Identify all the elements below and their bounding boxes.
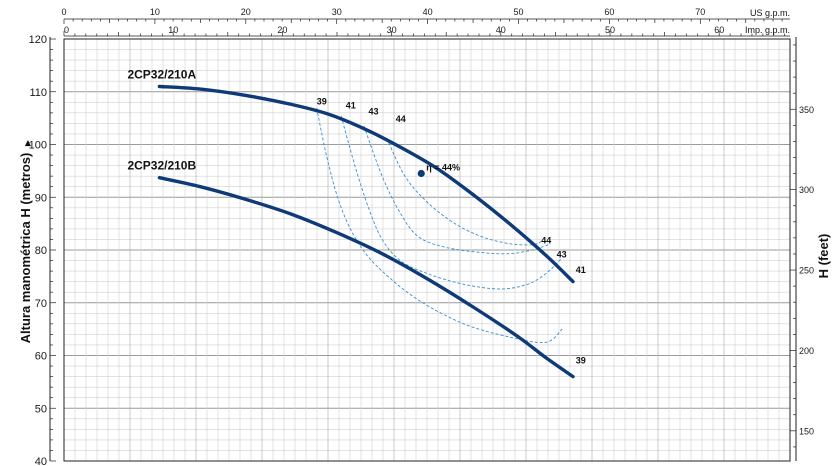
right-tick-label: 350: [799, 105, 814, 115]
efficiency-contours: [316, 108, 563, 344]
efficiency-contour-41: [340, 115, 563, 290]
us-gpm-tick-label: 10: [150, 7, 160, 17]
us-gpm-tick-label: 30: [332, 7, 342, 17]
left-tick-label: 40: [35, 456, 47, 466]
right-axis-title: H (feet): [816, 234, 831, 279]
curve-label-2cp32-210b: 2CP32/210B: [127, 159, 196, 173]
efficiency-label: 41: [346, 101, 356, 111]
imp-gpm-tick-label: 20: [277, 25, 287, 35]
us-gpm-tick-label: 0: [61, 7, 66, 17]
efficiency-contour-43: [363, 125, 549, 255]
efficiency-contour-39: [316, 108, 563, 344]
left-tick-label: 50: [35, 403, 47, 415]
efficiency-label: 39: [576, 355, 586, 365]
us-gpm-tick-label: 70: [695, 7, 705, 17]
right-tick-label: 200: [799, 346, 814, 356]
imp-gpm-tick-label: 10: [168, 25, 178, 35]
us-gpm-tick-label: 50: [513, 7, 523, 17]
left-tick-label: 120: [29, 34, 47, 46]
efficiency-label: 44: [396, 114, 406, 124]
right-tick-label: 300: [799, 185, 814, 195]
imp-gpm-tick-label: 30: [387, 25, 397, 35]
curve-label-2cp32-210a: 2CP32/210A: [127, 67, 196, 81]
us-gpm-unit: US g.p.m.: [750, 8, 790, 18]
right-tick-label: 250: [799, 266, 814, 276]
efficiency-label: 41: [576, 265, 586, 275]
left-axis-arrow: ▶: [23, 139, 32, 146]
imp-gpm-tick-label: 60: [714, 25, 724, 35]
efficiency-label: 43: [557, 249, 567, 259]
left-head-axis: 40 50 60 70 80 90 100 110 120: [29, 34, 56, 466]
left-axis-title: Altura manométrica H (metros): [18, 153, 33, 344]
us-gpm-tick-label: 20: [241, 7, 251, 17]
efficiency-label: 43: [369, 106, 379, 116]
left-tick-label: 60: [35, 351, 47, 363]
top-flow-axes: 0 10 20 30 40 50 60 70 0 10 20 30 40 50 60: [61, 7, 790, 37]
us-gpm-tick-label: 40: [423, 7, 433, 17]
plot-border: [63, 38, 791, 462]
grid: [63, 38, 791, 462]
imp-gpm-unit: Imp. g.p.m.: [745, 25, 790, 35]
right-tick-label: 150: [799, 426, 814, 436]
pump-curves: 2CP32/210A 2CP32/210B: [127, 67, 575, 379]
plot-frame: [63, 38, 791, 462]
efficiency-label: 39: [317, 96, 327, 106]
efficiency-label: 44: [541, 236, 551, 246]
efficiency-contour-44: [386, 138, 542, 246]
left-tick-label: 90: [35, 192, 47, 204]
efficiency-marker: [417, 169, 425, 178]
right-feet-axis: 150 200 250 300 350: [790, 37, 814, 461]
left-tick-label: 80: [35, 245, 47, 257]
left-tick-label: 110: [29, 87, 47, 99]
imp-gpm-tick-label: 50: [605, 25, 615, 35]
left-tick-label: 70: [35, 298, 47, 310]
left-tick-label: 100: [29, 140, 47, 152]
curve-2cp32-210b: [157, 176, 575, 379]
us-gpm-tick-label: 60: [604, 7, 614, 17]
efficiency-marker-label: η = 44%: [426, 163, 460, 173]
imp-gpm-tick-label: 0: [64, 25, 69, 35]
curve-2cp32-210a: [157, 84, 575, 284]
efficiency-labels: η = 44% 39 41 43 44 44 43 41 39: [317, 96, 586, 365]
imp-gpm-tick-label: 40: [496, 25, 506, 35]
